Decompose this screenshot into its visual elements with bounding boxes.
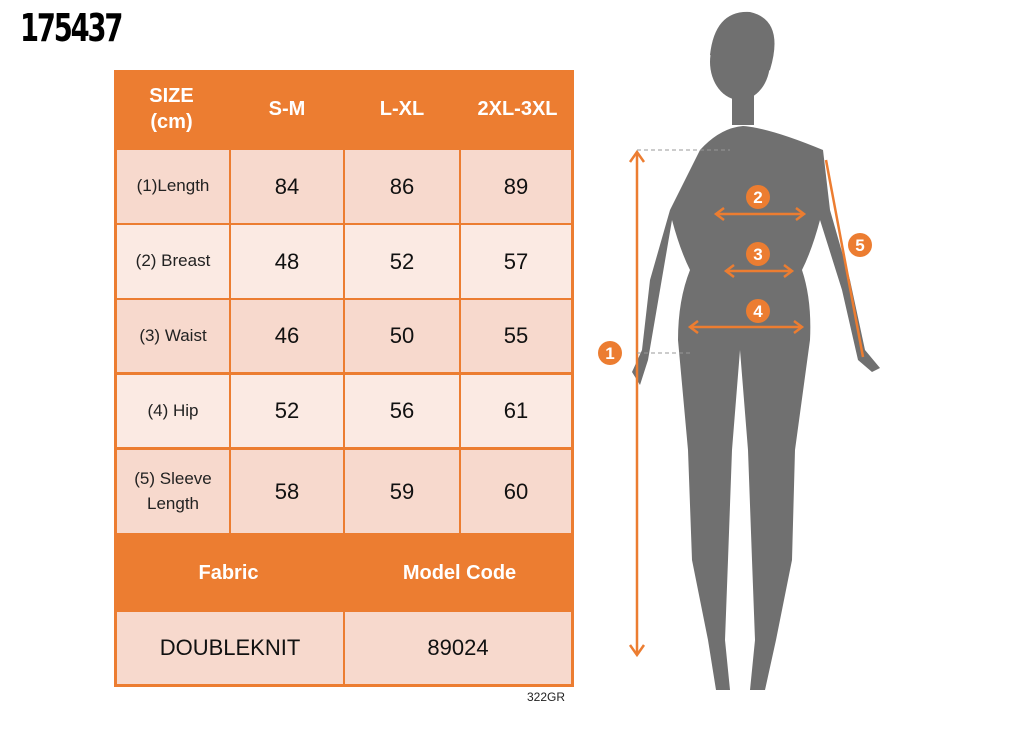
measurement-arrows	[628, 149, 865, 658]
woman-silhouette	[632, 11, 880, 690]
fabric-header: Fabric	[198, 561, 259, 584]
marker-3: 3	[753, 245, 762, 264]
length-arrow-heads	[628, 149, 646, 658]
marker-circle-2	[746, 185, 770, 209]
header-s-m: S-M	[268, 98, 306, 120]
row-label: (1)Length	[117, 150, 229, 223]
marker-circle-1	[598, 341, 622, 365]
size-value: 46	[231, 300, 343, 372]
hip-arrow-heads	[687, 320, 805, 334]
header-2xl-3xl: 2XL-3XL	[477, 98, 558, 120]
guide-lines	[637, 149, 730, 354]
marker-5: 5	[855, 236, 864, 255]
size-value: 84	[231, 150, 343, 223]
model-code-header: Model Code	[402, 561, 517, 584]
size-table: SIZE (cm) S-M L-XL 2XL-3XL (1)Length 84 86…	[114, 70, 574, 687]
marker-circle-4	[746, 299, 770, 323]
product-code: 175437	[20, 6, 123, 50]
model-code-value: 89024	[345, 612, 571, 684]
size-value: 61	[461, 375, 571, 447]
marker-circles	[598, 185, 872, 365]
marker-1: 1	[605, 344, 614, 363]
size-value: 58	[231, 450, 343, 533]
size-value: 48	[231, 225, 343, 298]
header-l-xl: L-XL	[379, 98, 425, 120]
sleeve-arrow	[824, 159, 865, 358]
waist-arrow-heads	[723, 264, 795, 278]
size-value: 52	[231, 375, 343, 447]
size-value: 52	[345, 225, 459, 298]
footer-code: 322GR	[527, 690, 566, 704]
row-label: (4) Hip	[117, 375, 229, 447]
marker-circle-3	[746, 242, 770, 266]
body-measurement-figure: 1 2 3 4 5	[598, 11, 880, 690]
size-value: 59	[345, 450, 459, 533]
row-label: (5) Sleeve Length	[117, 450, 229, 533]
size-value: 55	[461, 300, 571, 372]
size-value: 86	[345, 150, 459, 223]
breast-arrow-heads	[713, 207, 807, 221]
size-value: 50	[345, 300, 459, 372]
marker-4: 4	[753, 302, 763, 321]
marker-2: 2	[753, 188, 762, 207]
row-label: (2) Breast	[117, 225, 229, 298]
size-value: 89	[461, 150, 571, 223]
fabric-value: DOUBLEKNIT	[117, 612, 343, 684]
size-value: 60	[461, 450, 571, 533]
size-value: 56	[345, 375, 459, 447]
marker-circle-5	[848, 233, 872, 257]
header-size: SIZE (cm)	[149, 85, 194, 133]
size-value: 57	[461, 225, 571, 298]
row-label: (3) Waist	[117, 300, 229, 372]
